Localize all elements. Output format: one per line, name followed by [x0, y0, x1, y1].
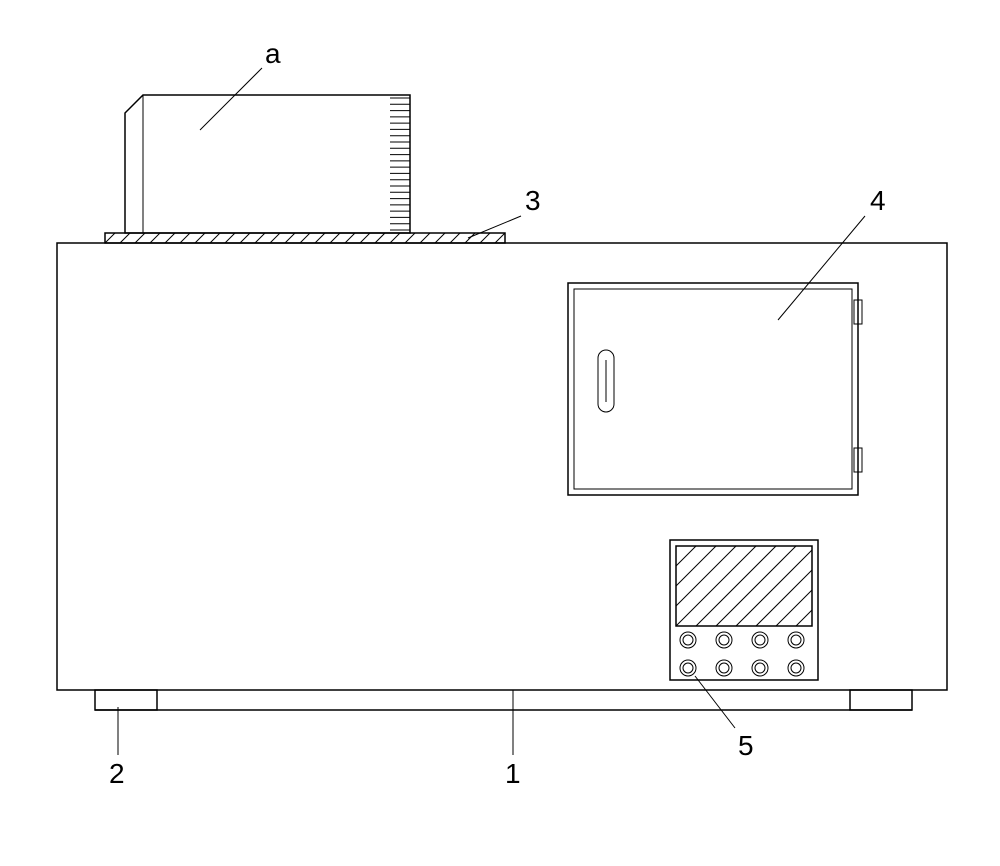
label-4: 4	[870, 185, 886, 217]
label-2: 2	[109, 758, 125, 790]
label-5: 5	[738, 730, 754, 762]
technical-drawing	[0, 0, 1000, 866]
diagram-canvas: a 3 4 5 1 2	[0, 0, 1000, 866]
label-3: 3	[525, 185, 541, 217]
label-a: a	[265, 38, 281, 70]
label-1: 1	[505, 758, 521, 790]
